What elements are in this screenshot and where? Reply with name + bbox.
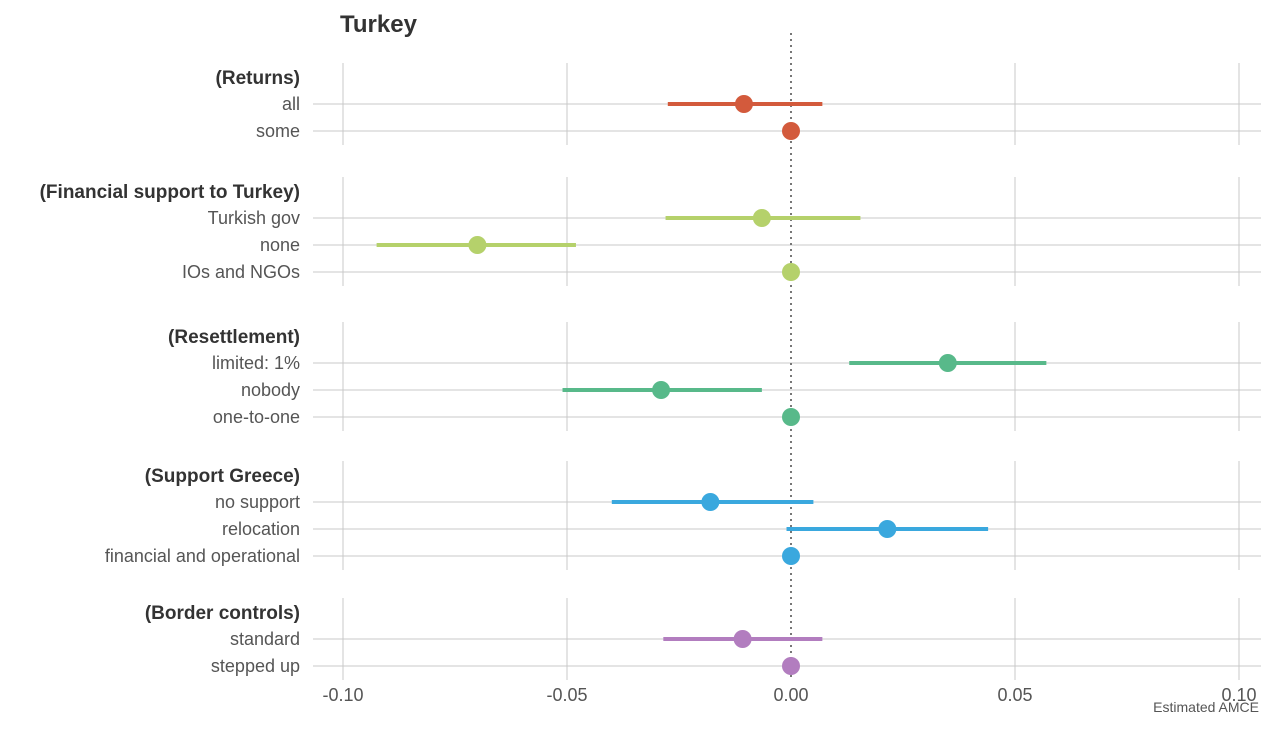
group-label: (Border controls) xyxy=(145,603,300,624)
point-estimate xyxy=(938,354,957,372)
x-axis-label: Estimated AMCE xyxy=(1153,699,1259,715)
level-label: some xyxy=(256,121,300,141)
group-label: (Financial support to Turkey) xyxy=(40,182,300,203)
point-estimate xyxy=(733,630,752,648)
point-estimate xyxy=(782,547,800,565)
level-label: IOs and NGOs xyxy=(182,262,300,282)
x-tick-label: -0.05 xyxy=(546,685,587,705)
group-label: (Returns) xyxy=(216,68,300,89)
group-label: (Support Greece) xyxy=(145,466,300,487)
point-estimate xyxy=(468,236,487,254)
level-label: stepped up xyxy=(211,656,300,676)
point-estimate xyxy=(782,408,800,426)
x-tick-labels-layer: -0.10 -0.05 0.00 0.05 0.10 xyxy=(322,685,1256,705)
level-label: nobody xyxy=(241,380,300,400)
chart-title: Turkey xyxy=(340,11,418,38)
point-estimate xyxy=(734,95,753,113)
x-tick-label: 0.00 xyxy=(773,685,808,705)
marks-layer xyxy=(376,95,1047,675)
level-label: financial and operational xyxy=(105,546,300,566)
x-tick-label: 0.10 xyxy=(1221,685,1256,705)
x-tick-label: -0.10 xyxy=(322,685,363,705)
group-label: (Resettlement) xyxy=(168,327,300,348)
point-estimate xyxy=(701,493,720,511)
level-label: Turkish gov xyxy=(208,208,300,228)
x-tick-label: 0.05 xyxy=(997,685,1032,705)
point-estimate xyxy=(878,520,897,538)
level-label: none xyxy=(260,235,300,255)
point-estimate xyxy=(752,209,771,227)
level-label: one-to-one xyxy=(213,407,300,427)
y-labels-layer: (Returns) all some (Financial support to Tu… xyxy=(40,68,300,676)
level-label: all xyxy=(282,94,300,114)
level-label: no support xyxy=(215,492,300,512)
point-estimate xyxy=(782,657,800,675)
level-label: relocation xyxy=(222,519,300,539)
level-label: standard xyxy=(230,629,300,649)
level-label: limited: 1% xyxy=(212,353,300,373)
point-estimate xyxy=(652,381,671,399)
point-estimate xyxy=(782,122,800,140)
point-estimate xyxy=(782,263,800,281)
grid-layer xyxy=(313,63,1261,680)
